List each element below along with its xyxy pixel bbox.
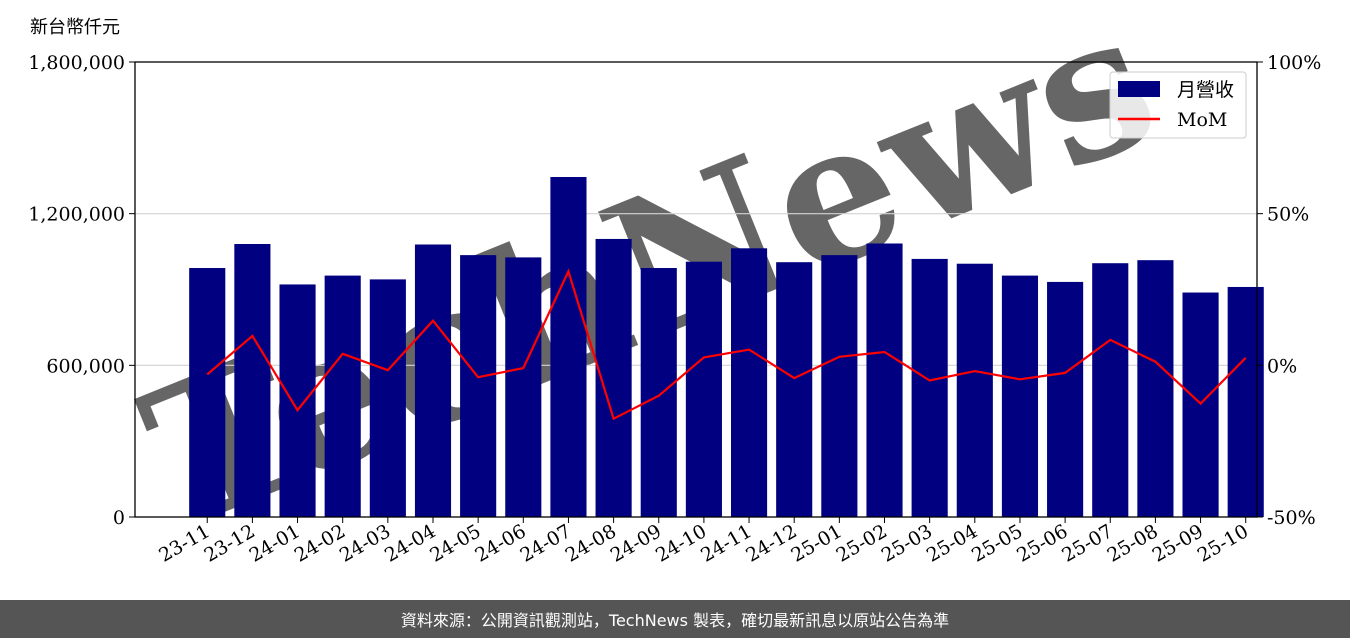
x-tick-label: 24-10 <box>652 520 710 566</box>
right-tick-label: -50% <box>1267 507 1316 529</box>
bar-23-12 <box>234 244 271 517</box>
bar-25-07 <box>1092 263 1129 517</box>
bar-25-08 <box>1137 260 1174 517</box>
bar-24-12 <box>776 262 813 517</box>
axes <box>134 61 1258 518</box>
x-axis-ticks: 23-1123-1224-0124-0224-0324-0424-0524-06… <box>155 517 1252 567</box>
bar-25-05 <box>1001 275 1039 517</box>
x-tick-label: 24-05 <box>426 520 484 566</box>
legend-bar-swatch <box>1118 81 1160 97</box>
plot-frame <box>134 61 1258 518</box>
right-axis-ticks: -50% 0% 50% 100% <box>1257 52 1321 529</box>
x-tick-label: 25-09 <box>1149 520 1207 566</box>
bar-25-04 <box>956 263 993 517</box>
x-tick-label: 25-08 <box>1103 520 1161 566</box>
mom-line-series <box>206 268 1247 421</box>
x-tick-label: 25-05 <box>968 520 1026 566</box>
x-tick-label: 25-02 <box>833 520 891 566</box>
bar-24-07 <box>550 177 587 517</box>
legend: 月營收 MoM <box>1109 71 1247 139</box>
x-tick-label: 24-04 <box>381 520 439 566</box>
bar-23-11 <box>189 268 226 517</box>
x-tick-label: 24-03 <box>336 520 394 566</box>
bar-24-06 <box>505 257 542 517</box>
bar-24-10 <box>685 261 722 517</box>
x-tick-label: 24-12 <box>742 520 800 566</box>
x-tick-label: 24-06 <box>471 520 529 566</box>
bar-24-01 <box>279 284 316 517</box>
bar-24-11 <box>730 248 768 517</box>
chart: TechNews 新台幣仟元 0600,0001,200,0001,800,00… <box>28 0 1321 570</box>
left-tick-label: 1,200,000 <box>28 204 125 226</box>
x-tick-label: 24-07 <box>517 520 575 566</box>
left-tick-label: 1,800,000 <box>28 52 125 74</box>
bar-24-03 <box>369 279 406 517</box>
x-tick-label: 25-03 <box>878 520 936 566</box>
mom-line <box>206 268 1247 421</box>
bar-25-06 <box>1047 281 1084 517</box>
right-tick-label: 100% <box>1267 52 1321 74</box>
footer-source-note: 資料來源：公開資訊觀測站，TechNews 製表，確切最新訊息以原站公告為準 <box>0 600 1350 638</box>
x-tick-label: 25-04 <box>923 520 981 566</box>
x-tick-label: 25-07 <box>1058 520 1116 566</box>
x-tick-label: 24-11 <box>697 520 755 566</box>
right-tick-label: 0% <box>1267 355 1297 377</box>
bar-25-10 <box>1227 286 1264 517</box>
left-tick-label: 0 <box>113 507 125 529</box>
bar-25-02 <box>866 243 903 517</box>
bar-25-01 <box>821 255 858 517</box>
left-axis-ticks: 0 600,000 1,200,000 1,800,000 <box>28 52 135 529</box>
bar-25-03 <box>911 258 948 517</box>
x-tick-label: 25-10 <box>1194 520 1252 566</box>
x-tick-label: 24-08 <box>562 520 620 566</box>
bar-series <box>189 177 1264 517</box>
left-axis-label: 新台幣仟元 <box>30 17 120 38</box>
x-tick-label: 25-06 <box>1013 520 1071 566</box>
bar-24-02 <box>324 275 361 517</box>
legend-label-revenue: 月營收 <box>1177 79 1234 101</box>
left-tick-label: 600,000 <box>46 355 125 377</box>
bar-24-05 <box>460 255 497 517</box>
x-tick-label: 25-01 <box>787 520 845 566</box>
bar-24-09 <box>640 268 677 517</box>
legend-label-mom: MoM <box>1177 109 1227 131</box>
x-tick-label: 24-09 <box>607 520 665 566</box>
bar-24-04 <box>414 244 452 517</box>
right-tick-label: 50% <box>1267 204 1309 226</box>
